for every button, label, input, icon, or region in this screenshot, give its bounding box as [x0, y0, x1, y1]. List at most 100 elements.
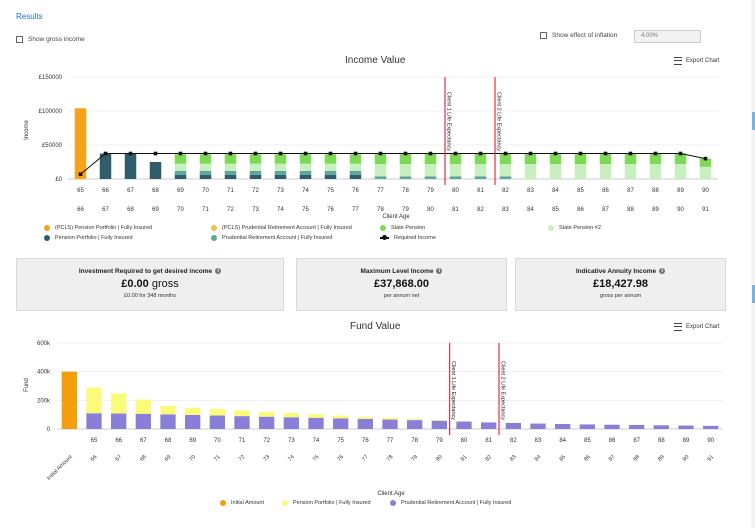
income-x-tick-upper: 83: [527, 188, 534, 194]
required-income-point: [328, 151, 333, 156]
required-income-point: [203, 151, 208, 156]
required-income-point: [428, 151, 433, 156]
income-x-tick-upper: 79: [427, 188, 434, 194]
info-icon[interactable]: i: [659, 268, 666, 275]
legend-item-prudential[interactable]: Prudential Retirement Account | Fully In…: [390, 500, 511, 506]
income-bar-prudential_retirement: [374, 176, 387, 179]
required-income-point: [578, 151, 583, 156]
income-bar-pension_portfolio: [99, 153, 112, 179]
fund-x-tick-rotated: 74: [287, 454, 296, 463]
income-bar-state_pension: [624, 153, 637, 165]
required-income-point: [228, 151, 233, 156]
income-x-tick-lower: 71: [202, 207, 209, 213]
income-bar-state_pension: [699, 158, 712, 167]
legend-item-pcls-pension[interactable]: (PCLS) Pension Portfolio | Fully Insured: [44, 225, 152, 231]
required-income-point: [253, 151, 258, 156]
required-income-point: [703, 156, 708, 161]
income-bar-prudential_retirement: [449, 176, 462, 179]
show-inflation-checkbox[interactable]: [540, 32, 547, 39]
income-export-button[interactable]: Export Chart: [674, 57, 720, 65]
show-gross-income-checkbox[interactable]: [16, 36, 23, 43]
legend-item-prudential-retirement[interactable]: Prudential Retirement Account | Fully In…: [211, 235, 332, 241]
fund-bar-prudential: [333, 418, 349, 429]
income-bar-pension_portfolio: [299, 174, 312, 179]
fund-bar-pension_portfolio: [283, 412, 299, 418]
income-bar-pension_portfolio: [199, 174, 212, 179]
income-x-tick-upper: 90: [702, 188, 709, 194]
fund-bar-prudential: [407, 420, 423, 429]
legend-item-required-income[interactable]: Required Income: [380, 235, 436, 241]
fund-export-label: Export Chart: [686, 324, 720, 330]
info-icon[interactable]: i: [215, 268, 222, 275]
fund-export-button[interactable]: Export Chart: [674, 323, 720, 331]
fund-x-tick-upper: 87: [633, 438, 640, 444]
legend-item-state-pension-2[interactable]: State Pension #2: [548, 225, 601, 231]
fund-x-tick-rotated: Initial Amount: [46, 454, 74, 482]
fund-bar-initial: [61, 371, 77, 429]
required-income-point: [153, 151, 158, 156]
income-bar-state_pension_2: [299, 163, 312, 171]
income-bar-state_pension: [499, 153, 512, 165]
fund-y-tick: 200k: [37, 398, 51, 404]
legend-item-pension-portfolio[interactable]: Pension Portfolio | Fully Insured: [282, 500, 371, 506]
income-x-tick-lower: 66: [77, 207, 84, 213]
income-x-tick-lower: 69: [152, 207, 159, 213]
card-title: Maximum Level Income: [360, 268, 434, 275]
income-bar-state_pension_2: [574, 164, 587, 179]
fund-bar-prudential: [505, 422, 521, 429]
income-bar-state_pension_2: [624, 164, 637, 179]
income-bar-state_pension: [374, 153, 387, 165]
income-bar-state_pension_2: [324, 163, 337, 171]
required-income-point: [453, 151, 458, 156]
fund-x-tick-rotated: 73: [263, 454, 272, 463]
fund-bar-prudential: [629, 424, 645, 429]
fund-bar-prudential: [86, 413, 102, 429]
income-bar-state_pension: [524, 153, 537, 165]
income-x-tick-lower: 75: [302, 207, 309, 213]
legend-item-state-pension[interactable]: State Pension: [380, 225, 425, 231]
income-bar-state_pension_2: [474, 164, 487, 177]
fund-x-tick-upper: 86: [609, 438, 616, 444]
legend-swatch: [548, 225, 554, 231]
income-bar-pension_portfolio: [324, 174, 337, 179]
income-x-tick-lower: 67: [102, 207, 109, 213]
income-x-tick-upper: 71: [227, 188, 234, 194]
fund-ylabel: Fund: [24, 378, 30, 392]
fund-life-expectancy-label-2: Client 2 Life Expectancy: [500, 361, 506, 420]
results-link[interactable]: Results: [16, 12, 43, 21]
fund-x-tick-rotated: 72: [238, 454, 247, 463]
inflation-rate-input[interactable]: 4.00%: [634, 30, 701, 43]
fund-bar-prudential: [431, 420, 447, 429]
legend-item-pcls-prudential[interactable]: (PCLS) Prudential Retirement Account | F…: [211, 225, 352, 231]
income-bar-prudential_retirement: [199, 170, 212, 175]
income-bar-state_pension_2: [549, 164, 562, 179]
show-gross-income-toggle[interactable]: Show gross income: [16, 36, 85, 43]
income-x-tick-lower: 79: [402, 207, 409, 213]
income-x-tick-lower: 70: [177, 207, 184, 213]
income-bar-state_pension: [274, 154, 287, 164]
legend-label: Prudential Retirement Account | Fully In…: [401, 500, 512, 506]
show-inflation-label: Show effect of inflation: [552, 32, 618, 39]
income-bar-state_pension: [199, 154, 212, 164]
income-x-tick-upper: 80: [452, 188, 459, 194]
income-x-tick-upper: 72: [252, 188, 259, 194]
maximum-level-income-card: Maximum Level Income i £37,868.00 per ann…: [296, 258, 507, 311]
income-bar-state_pension: [449, 153, 462, 165]
income-bar-state_pension: [649, 153, 662, 165]
income-y-tick: £100000: [39, 109, 63, 115]
required-income-point: [528, 151, 533, 156]
show-inflation-toggle[interactable]: Show effect of inflation: [540, 32, 617, 39]
legend-item-initial-amount[interactable]: Initial Amount: [220, 500, 264, 506]
fund-x-tick-upper: 72: [263, 438, 270, 444]
info-icon[interactable]: i: [436, 268, 443, 275]
fund-x-tick-rotated: 70: [189, 454, 198, 463]
income-bar-state_pension: [424, 153, 437, 165]
fund-bar-prudential: [678, 425, 694, 429]
income-y-tick: £0: [55, 177, 62, 183]
fund-bar-prudential: [209, 415, 225, 429]
fund-x-tick-rotated: 68: [139, 454, 148, 463]
legend-item-pension-portfolio[interactable]: Pension Portfolio | Fully Insured: [44, 235, 133, 241]
required-income-point: [378, 151, 383, 156]
fund-bar-pension_portfolio: [357, 416, 373, 419]
